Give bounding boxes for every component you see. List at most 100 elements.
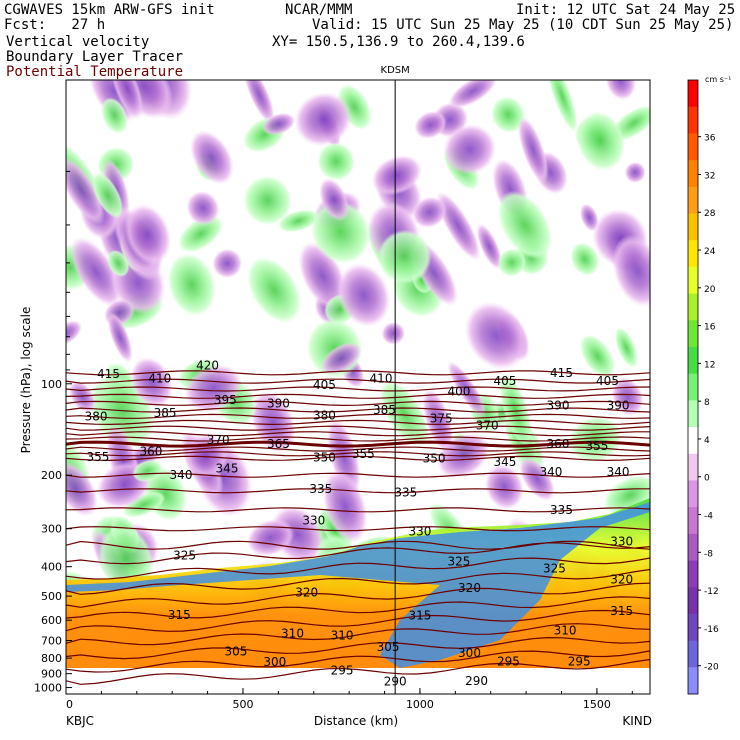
colorbar-tick-label: -20 — [704, 663, 719, 673]
velocity-cell — [278, 209, 319, 233]
potential-temperature-contours — [66, 370, 650, 685]
isentrope-line — [66, 419, 650, 426]
velocity-cell — [412, 196, 447, 229]
isentrope-label: 355 — [352, 447, 375, 461]
isentrope-line — [66, 407, 650, 413]
velocity-cell — [122, 491, 166, 518]
isentrope-label: 405 — [313, 378, 336, 392]
velocity-cell — [448, 80, 497, 109]
isentrope-line — [66, 650, 650, 673]
y-tick-label: 100 — [41, 378, 62, 391]
colorbar-swatch — [688, 240, 698, 268]
velocity-cell — [612, 234, 650, 308]
isentrope-label: 340 — [170, 468, 193, 482]
isentrope-label: 410 — [148, 371, 171, 385]
colorbar-swatch — [688, 613, 698, 642]
colorbar-tick-label: 0 — [704, 474, 710, 484]
isentrope-label: 415 — [97, 367, 120, 381]
velocity-cell — [184, 364, 243, 413]
potential-temperature-labels: 415 410 420 405 410 405 415 405 380 385 395 390 380 3… — [85, 358, 634, 688]
isentrope-label: 330 — [302, 514, 325, 528]
isentrope-label: 350 — [423, 451, 446, 465]
velocity-cell — [107, 311, 133, 363]
isentrope-line — [66, 472, 650, 478]
y-tick-label: 800 — [41, 652, 62, 665]
isentrope-label: 355 — [585, 439, 608, 453]
colorbar-tick-label: 20 — [704, 285, 716, 295]
colorbar-tick-label: -16 — [704, 625, 719, 635]
isentrope-label: 325 — [543, 561, 566, 575]
colorbar-tick-label: 12 — [704, 360, 715, 370]
isentrope-label: 410 — [370, 371, 393, 385]
colorbar-frame — [687, 79, 699, 695]
isentrope-label: 385 — [373, 403, 396, 417]
colorbar-swatch — [688, 427, 698, 455]
velocity-cell — [381, 321, 406, 345]
isentrope-label: 360 — [139, 444, 162, 458]
velocity-cell — [436, 191, 481, 261]
velocity-cell — [178, 215, 223, 253]
velocity-cell — [243, 80, 275, 124]
colorbar-tick-label: -12 — [704, 587, 719, 597]
isentrope-line — [66, 431, 650, 437]
isentrope-label: 380 — [313, 408, 336, 422]
y-tick-label: 300 — [41, 523, 62, 536]
colorbar-tick-label: 24 — [704, 247, 716, 257]
isentrope-label: 345 — [493, 455, 516, 469]
isentrope-line — [66, 636, 650, 660]
x-tick-label: 1500 — [583, 698, 611, 711]
isentrope-label: 390 — [547, 399, 570, 413]
isentrope-label: 330 — [408, 524, 431, 538]
isentrope-line — [66, 370, 650, 376]
velocity-cell — [568, 416, 622, 463]
colorbar-swatch — [688, 266, 698, 295]
header-field-potential-temperature: Potential Temperature — [6, 64, 184, 80]
colorbar-swatch — [688, 453, 698, 481]
isentrope-label: 405 — [493, 374, 516, 388]
isentrope-line — [66, 609, 650, 632]
velocity-cell — [517, 116, 549, 184]
colorbar-swatch — [688, 667, 698, 695]
velocity-cell — [484, 464, 525, 510]
header-init: Init: 12 UTC Sat 24 May 25 — [516, 2, 736, 18]
velocity-cell — [624, 161, 646, 183]
velocity-cell — [110, 80, 144, 120]
isentrope-label: 335 — [394, 486, 417, 500]
velocity-cell — [68, 380, 96, 413]
velocity-cell — [100, 97, 128, 134]
isentrope-line — [66, 526, 650, 532]
colorbar-swatch — [688, 480, 698, 508]
isentrope-label: 340 — [539, 465, 562, 479]
vertical-velocity-field — [66, 80, 650, 694]
isentrope-label: 330 — [610, 534, 633, 548]
velocity-cell — [497, 190, 553, 260]
colorbar-swatch — [688, 400, 698, 428]
isentrope-line — [66, 413, 650, 419]
header-cross-section-endpoints: XY= 150.5,136.9 to 260.4,139.6 — [272, 34, 525, 50]
velocity-cell — [476, 223, 503, 270]
right-endpoint-label: KIND — [622, 714, 652, 728]
colorbar-tick-label: 4 — [704, 436, 710, 446]
y-tick-label: 200 — [41, 469, 62, 482]
colorbar-swatch — [688, 507, 698, 535]
isentrope-label: 420 — [196, 358, 219, 372]
axes: 0 500 1000 15001002003004005006007008009001… — [34, 170, 633, 711]
isentrope-label: 300 — [458, 646, 481, 660]
isentrope-label: 315 — [408, 609, 431, 623]
header-forecast-hour: Fcst: 27 h — [4, 17, 106, 33]
isentrope-label: 385 — [154, 406, 177, 420]
isentrope-line — [66, 455, 650, 462]
header-field-boundary-layer-tracer: Boundary Layer Tracer — [6, 49, 184, 65]
colorbar-swatch — [688, 346, 698, 375]
isentrope-label: 320 — [458, 581, 481, 595]
velocity-cell — [66, 461, 99, 517]
velocity-cell — [246, 519, 295, 557]
header-field-vertical-velocity: Vertical velocity — [6, 34, 150, 50]
velocity-cell — [443, 123, 497, 176]
isentrope-label: 310 — [281, 627, 304, 641]
isentrope-label: 310 — [554, 624, 577, 638]
velocity-cell — [124, 204, 172, 265]
velocity-cell — [497, 248, 527, 277]
isentrope-label: 370 — [476, 418, 499, 432]
isentrope-line — [66, 488, 650, 494]
